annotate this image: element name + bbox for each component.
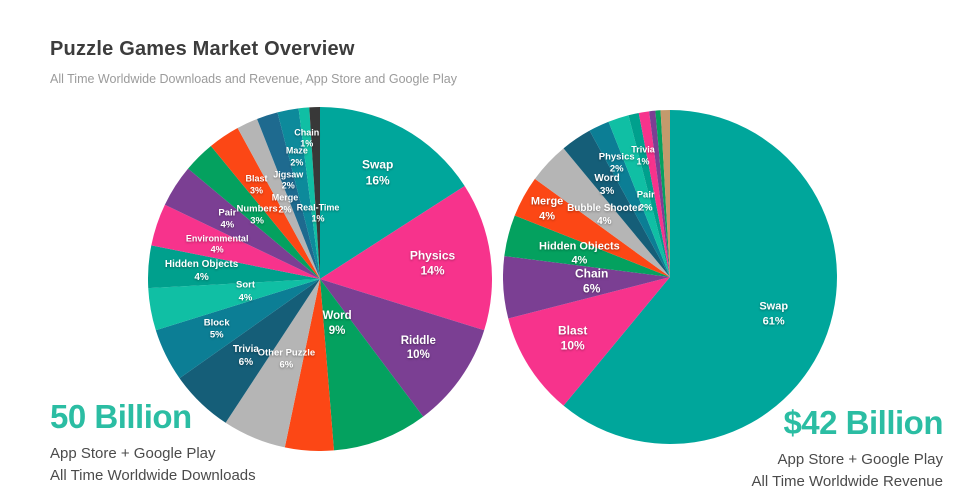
pie-slice-word[interactable] — [563, 130, 670, 277]
revenue-pie-svg — [503, 110, 837, 444]
pie-slice-chain[interactable] — [298, 107, 320, 279]
pie-slice-numbers[interactable] — [188, 146, 320, 279]
pie-slice-trivia[interactable] — [628, 112, 670, 278]
pie-slice-unlabeled[interactable] — [655, 110, 670, 278]
pie-slice-word[interactable] — [320, 279, 424, 451]
pie-slice-trivia[interactable] — [179, 279, 320, 423]
downloads-total: 50 Billion — [50, 398, 192, 435]
pie-slice-environmental[interactable] — [151, 204, 320, 279]
pie-slice-swap[interactable] — [320, 107, 465, 279]
revenue-caption: App Store + Google Play All Time Worldwi… — [752, 449, 943, 493]
pie-slice-hidden-objects[interactable] — [504, 215, 670, 277]
downloads-caption-line-2: All Time Worldwide Downloads — [50, 467, 256, 484]
pie-slice-unlabeled[interactable] — [284, 279, 334, 451]
pie-slice-unlabeled[interactable] — [660, 110, 670, 277]
revenue-pie-chart: Swap 61% Blast 10% Chain 6% Hidden Objects 4% Me… — [503, 110, 837, 444]
header: Puzzle Games Market Overview All Time Wo… — [50, 38, 457, 86]
pie-slice-merge[interactable] — [237, 118, 320, 279]
pie-slice-chain[interactable] — [503, 256, 670, 319]
page-subtitle: All Time Worldwide Downloads and Revenue… — [50, 72, 457, 86]
pie-slice-blast[interactable] — [508, 277, 670, 406]
downloads-stat: 50 Billion App Store + Google Play All T… — [50, 398, 256, 487]
pie-slice-jigsaw[interactable] — [257, 112, 320, 279]
downloads-pie-svg — [148, 107, 492, 451]
pie-slice-hidden-objects[interactable] — [148, 245, 320, 289]
pie-slice-swap[interactable] — [563, 110, 837, 444]
pie-slice-block[interactable] — [155, 279, 320, 379]
pie-slice-physics[interactable] — [589, 121, 670, 277]
revenue-total: $42 Billion — [783, 404, 943, 441]
pie-slice-unlabeled[interactable] — [649, 110, 670, 278]
pie-slice-unlabeled[interactable] — [638, 111, 670, 277]
pie-slice-pair[interactable] — [608, 115, 670, 277]
pie-slice-maze[interactable] — [277, 108, 320, 279]
pie-slice-real-time[interactable] — [309, 107, 320, 279]
pie-slice-pair[interactable] — [164, 168, 320, 279]
downloads-caption: App Store + Google Play All Time Worldwi… — [50, 443, 256, 487]
pie-slice-bubble-shooter[interactable] — [534, 148, 670, 277]
pie-slice-sort[interactable] — [148, 279, 320, 331]
pie-slice-blast[interactable] — [210, 128, 320, 279]
downloads-caption-line-1: App Store + Google Play — [50, 445, 216, 462]
revenue-stat: $42 Billion App Store + Google Play All … — [752, 404, 944, 493]
pie-slice-physics[interactable] — [320, 185, 492, 331]
page-title: Puzzle Games Market Overview — [50, 38, 355, 60]
pie-slice-merge[interactable] — [514, 178, 670, 277]
revenue-caption-line-1: App Store + Google Play — [777, 451, 943, 468]
pie-slice-other-puzzle[interactable] — [225, 279, 320, 448]
pie-slice-riddle[interactable] — [320, 279, 485, 417]
revenue-caption-line-2: All Time Worldwide Revenue — [751, 473, 943, 490]
